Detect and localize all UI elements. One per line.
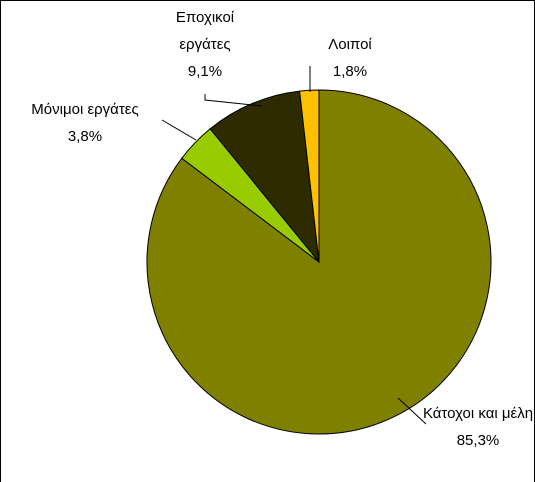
value-label: 3,8% xyxy=(67,128,103,145)
leader-line xyxy=(204,94,263,107)
slice-label: Μόνιμοι εργάτες 3,8% xyxy=(0,96,170,150)
pie-slice xyxy=(209,90,320,264)
value-label: 85,3% xyxy=(456,432,500,449)
value-label: 1,8% xyxy=(332,63,368,80)
category-name: Μόνιμοι εργάτες xyxy=(31,101,139,118)
category-name: Κάτοχοι και μέλη xyxy=(422,405,534,422)
slice-label: Κάτοχοι και μέλη 85,3% xyxy=(418,400,535,454)
category-name: Εποχικοί εργάτες xyxy=(175,9,235,53)
leader-line xyxy=(161,119,197,141)
slice-label: Λοιποί 1,8% xyxy=(300,31,400,85)
value-label: 9,1% xyxy=(187,63,223,80)
slice-label: Εποχικοί εργάτες 9,1% xyxy=(150,4,260,85)
category-name: Λοιποί xyxy=(328,36,372,53)
pie-slice xyxy=(299,89,320,263)
leader-line xyxy=(397,397,427,425)
